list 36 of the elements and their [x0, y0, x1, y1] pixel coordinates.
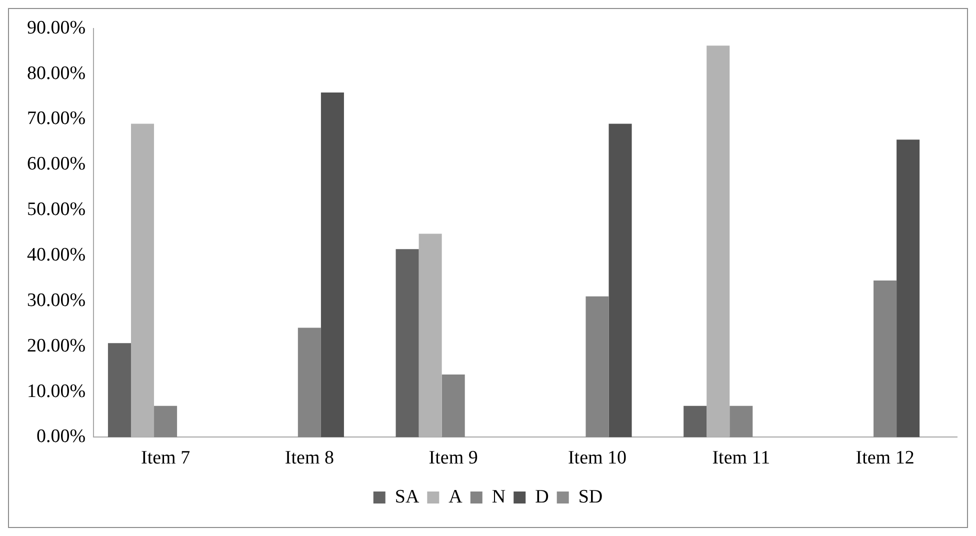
bar	[418, 234, 442, 438]
y-tick-label: 20.00%	[27, 335, 86, 356]
legend-label: SD	[578, 486, 603, 508]
bar	[684, 406, 707, 438]
y-tick-label: 70.00%	[27, 108, 86, 130]
y-tick-label: 10.00%	[27, 380, 86, 402]
bar	[896, 140, 920, 438]
y-tick-label: 40.00%	[27, 244, 86, 266]
bar	[298, 328, 321, 438]
x-tick-label: Item 12	[856, 448, 914, 469]
bar	[154, 406, 178, 438]
bar	[396, 249, 419, 438]
x-tick-label: Item 11	[712, 448, 770, 469]
y-tick-label: 80.00%	[27, 62, 86, 84]
bar	[130, 124, 154, 438]
bar	[108, 343, 131, 438]
y-tick-label: 0.00%	[36, 426, 86, 448]
y-tick-label: 30.00%	[27, 290, 86, 311]
bar	[608, 124, 632, 438]
legend-label: N	[492, 486, 506, 508]
bar	[730, 406, 753, 438]
y-tick-label: 60.00%	[27, 154, 86, 175]
bar	[320, 92, 344, 438]
bar	[586, 296, 609, 438]
x-tick-label: Item 8	[284, 448, 334, 469]
bar	[874, 280, 897, 438]
y-tick-label: 90.00%	[27, 17, 86, 38]
legend-label: SA	[394, 486, 420, 508]
bar	[442, 374, 465, 438]
x-tick-label: Item 7	[140, 448, 190, 469]
bar	[706, 46, 730, 438]
legend-label: D	[535, 486, 549, 508]
x-tick-label: Item 9	[428, 448, 478, 469]
x-tick-label: Item 10	[568, 448, 627, 469]
legend-label: A	[448, 486, 463, 508]
y-tick-label: 50.00%	[27, 199, 86, 220]
